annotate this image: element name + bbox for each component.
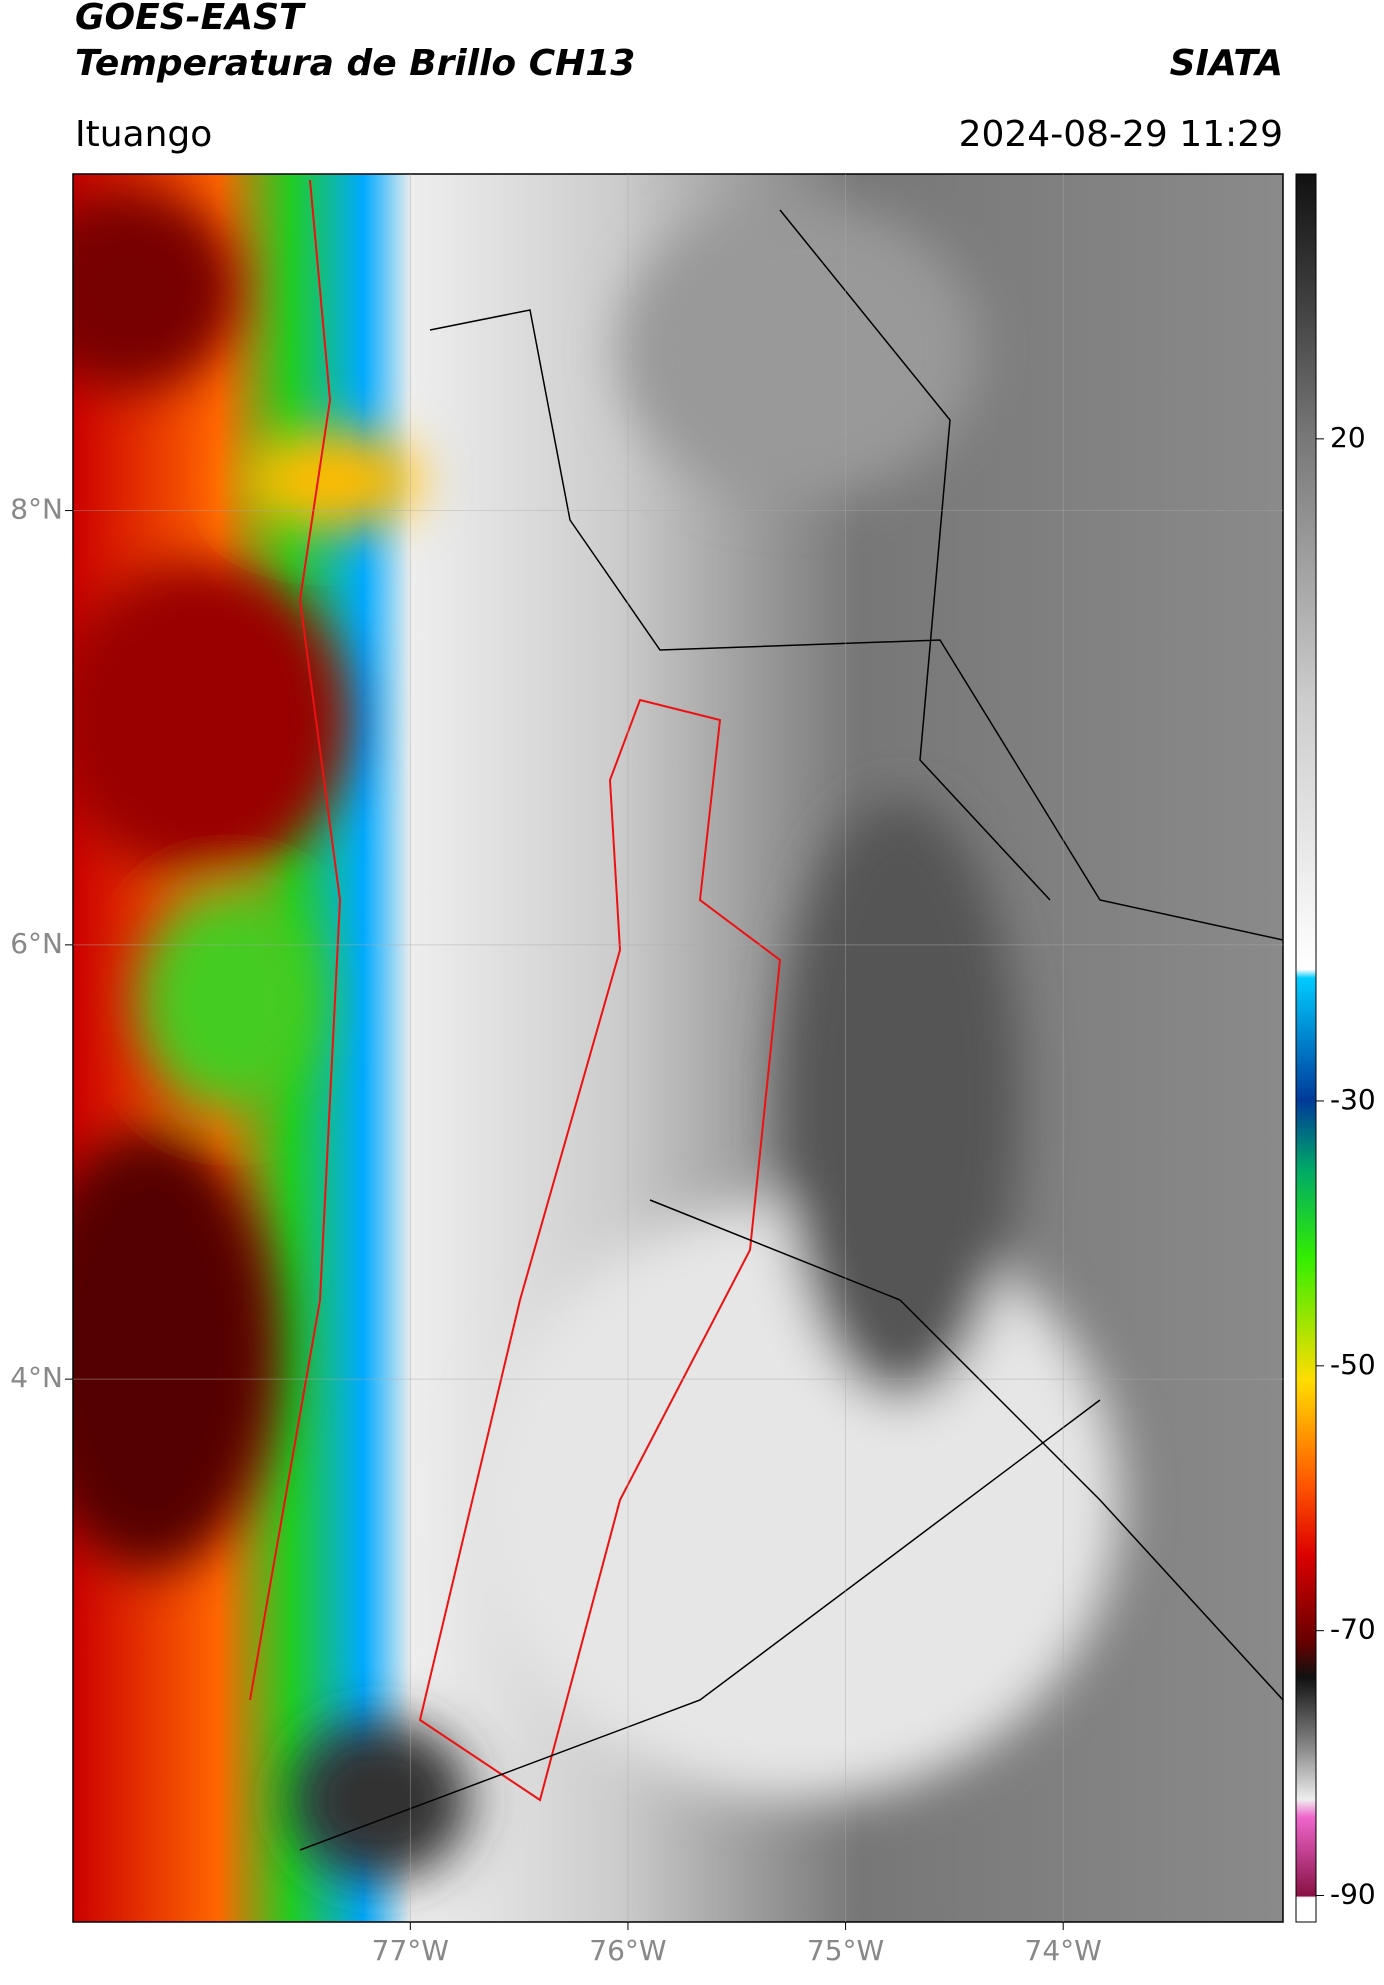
colorbar-tick-label: 20 <box>1330 421 1366 454</box>
lon-tick-label: 77°W <box>372 1934 449 1967</box>
title: GOES-EAST <box>75 0 306 38</box>
colorbar <box>1295 173 1317 1923</box>
satellite-image <box>73 174 1283 1922</box>
ticks: 8°N 6°N 4°N 77°W 76°W 75°W 74°W 20 -30 -50 -70 -90 <box>10 174 1376 1967</box>
lon-tick-label: 75°W <box>807 1934 884 1967</box>
colorbar-tick-label: -70 <box>1330 1613 1376 1646</box>
lat-tick-label: 8°N <box>10 493 63 526</box>
location: Ituango <box>75 114 212 155</box>
colorbar-tick-label: -50 <box>1330 1348 1376 1381</box>
source: SIATA <box>1170 43 1283 84</box>
datetime: 2024-08-29 11:29 <box>959 114 1283 155</box>
lat-tick-label: 6°N <box>10 927 63 960</box>
map-frame <box>72 173 1284 1923</box>
lat-tick-label: 4°N <box>10 1361 63 1394</box>
lon-tick-label: 76°W <box>589 1934 666 1967</box>
colorbar-tick-label: -30 <box>1330 1083 1376 1116</box>
lon-tick-label: 74°W <box>1025 1934 1102 1967</box>
colorbar-tick-label: -90 <box>1330 1878 1376 1911</box>
subtitle: Temperatura de Brillo CH13 <box>75 43 635 84</box>
